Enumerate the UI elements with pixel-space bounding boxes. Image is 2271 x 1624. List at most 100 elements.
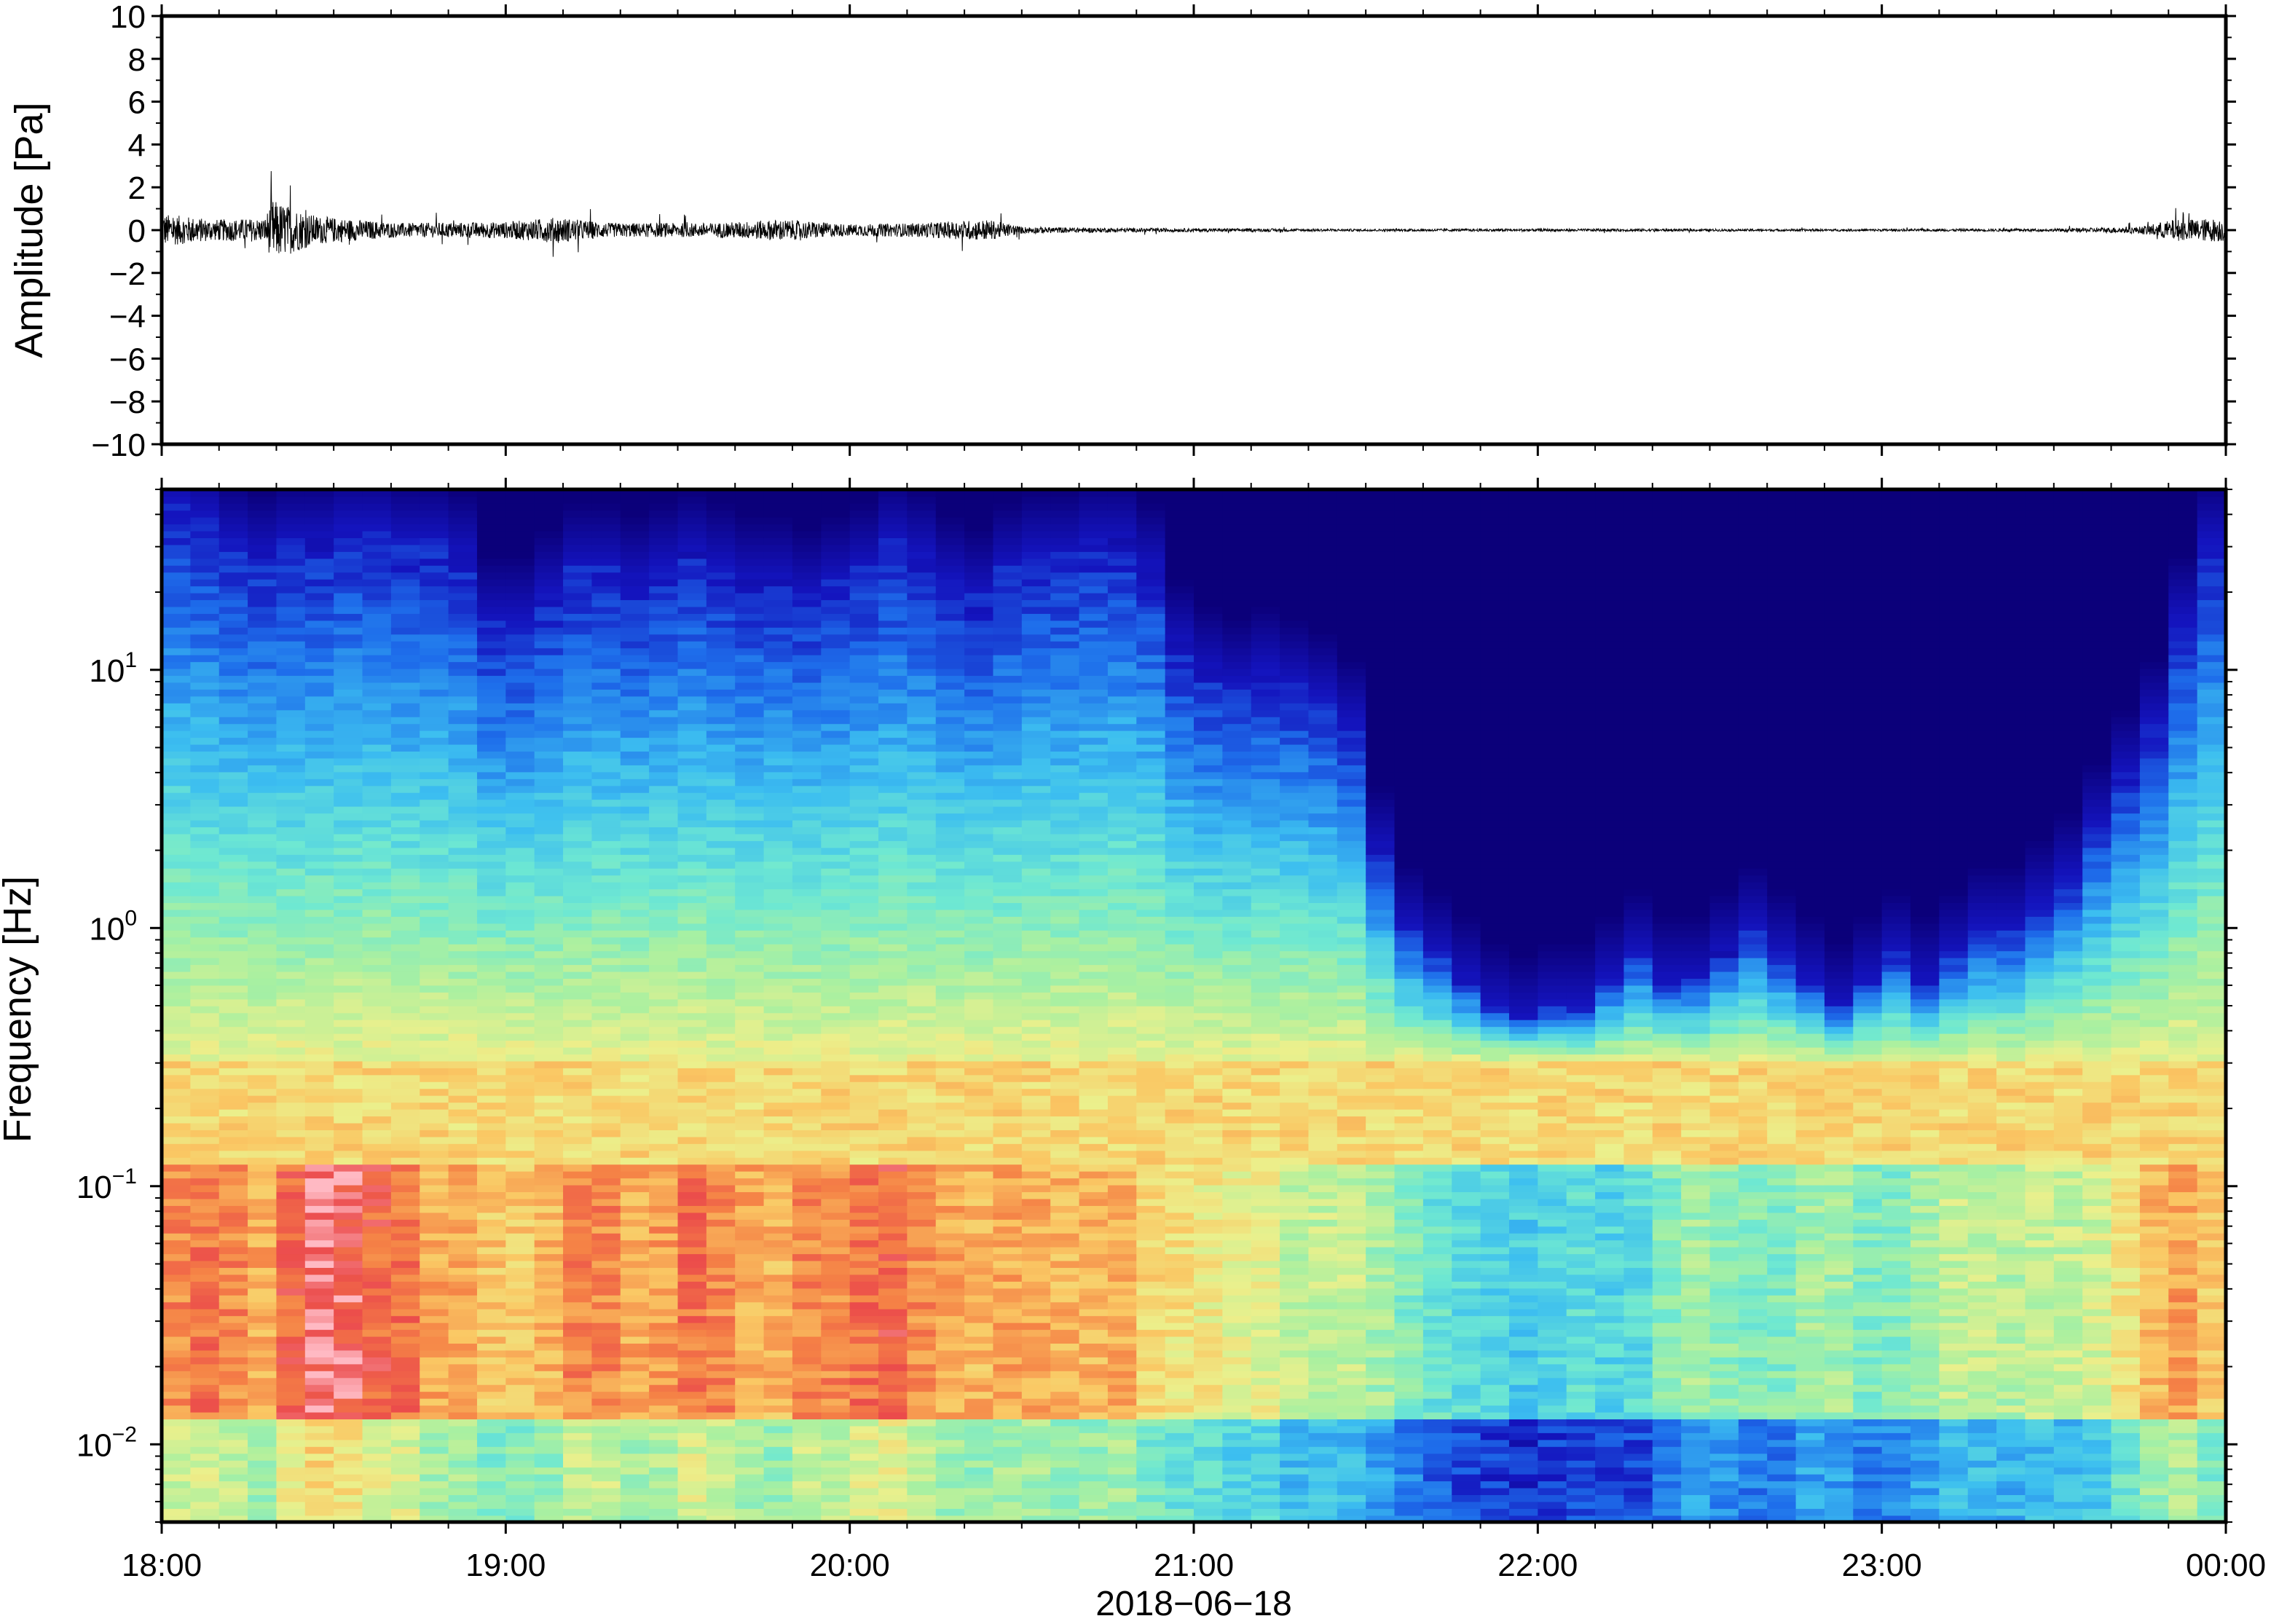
spectrogram-cell (219, 730, 248, 738)
spectrogram-cell (162, 613, 192, 621)
spectrogram-cell (563, 875, 593, 883)
spectrogram-cell (1021, 867, 1051, 876)
spectrogram-cell (821, 875, 851, 883)
spectrogram-cell (362, 765, 392, 773)
spectrogram-cell (677, 496, 707, 504)
spectrogram-cell (390, 1046, 421, 1055)
spectrogram-cell (706, 586, 736, 594)
spectrogram-cell (792, 1446, 822, 1454)
spectrogram-cell (649, 1336, 679, 1344)
spectrogram-cell (763, 1398, 793, 1406)
spectrogram-cell (219, 1494, 248, 1502)
spectrogram-cell (304, 819, 334, 828)
spectrogram-cell (362, 985, 392, 993)
spectrogram-cell (591, 689, 621, 697)
spectrogram-cell (563, 1006, 593, 1014)
spectrogram-cell (334, 779, 363, 787)
spectrogram-cell (362, 779, 392, 787)
spectrogram-cell (993, 1439, 1023, 1447)
spectrogram-cell (1050, 888, 1080, 896)
spectrogram-cell (276, 1212, 306, 1220)
spectrogram-cell (505, 1060, 535, 1068)
spectrogram-cell (563, 640, 593, 649)
spectrogram-cell (935, 661, 965, 669)
spectrogram-cell (362, 909, 392, 917)
spectrogram-cell (190, 695, 220, 703)
spectrogram-cell (706, 1040, 736, 1048)
spectrogram-cell (334, 888, 363, 896)
spectrogram-cell (505, 867, 535, 876)
spectrogram-cell (1021, 950, 1051, 958)
spectrogram-cell (792, 544, 822, 552)
spectrogram-cell (706, 1102, 736, 1110)
spectrogram-cell (276, 1095, 306, 1103)
spectrogram-cell (219, 723, 248, 731)
spectrogram-cell (162, 792, 192, 800)
spectrogram-cell (505, 1281, 535, 1289)
spectrogram-cell (821, 957, 851, 966)
spectrogram-cell (276, 813, 306, 821)
spectrogram-cell (1079, 1184, 1109, 1193)
spectrogram-cell (620, 847, 650, 855)
spectrogram-cell (706, 964, 736, 972)
spectrogram-cell (735, 661, 765, 669)
spectrogram-cell (362, 647, 392, 655)
spectrogram-cell (591, 854, 621, 862)
spectrogram-cell (677, 1281, 707, 1289)
spectrogram-cell (1021, 1191, 1051, 1199)
spectrogram-cell (993, 799, 1023, 807)
spectrogram-cell (476, 737, 507, 745)
spectrogram-cell (677, 909, 707, 917)
spectrogram-cell (763, 1501, 793, 1509)
spectrogram-cell (505, 1219, 535, 1227)
spectrogram-cell (907, 1343, 937, 1351)
spectrogram-cell (735, 888, 765, 896)
spectrogram-cell (964, 757, 994, 765)
spectrogram-cell (735, 1329, 765, 1337)
spectrogram-cell (620, 716, 650, 725)
spectrogram-cell (649, 909, 679, 917)
spectrogram-cell (162, 1405, 192, 1413)
spectrogram-cell (878, 1150, 908, 1158)
spectrogram-cell (591, 703, 621, 711)
spectrogram-cell (763, 1150, 793, 1158)
spectrogram-cell (649, 1019, 679, 1028)
spectrogram-cell (476, 530, 507, 538)
spectrogram-cell (248, 827, 278, 835)
spectrogram-cell (563, 1343, 593, 1351)
spectrogram-cell (563, 1315, 593, 1323)
spectrogram-cell (304, 1232, 334, 1241)
spectrogram-cell (276, 558, 306, 566)
spectrogram-cell (706, 1315, 736, 1323)
spectrogram-cell (190, 1074, 220, 1082)
spectrogram-cell (620, 1012, 650, 1020)
spectrogram-cell (1050, 502, 1080, 511)
spectrogram-cell (362, 1054, 392, 1062)
spectrogram-cell (878, 606, 908, 614)
spectrogram-cell (649, 1122, 679, 1130)
spectrogram-cell (1050, 1012, 1080, 1020)
spectrogram-cell (276, 564, 306, 573)
spectrogram-cell (993, 1281, 1023, 1289)
spectrogram-cell (821, 1501, 851, 1509)
spectrogram-cell (390, 1184, 421, 1193)
spectrogram-cell (448, 682, 478, 690)
spectrogram-cell (821, 1108, 851, 1117)
spectrogram-cell (334, 998, 363, 1006)
spectrogram-cell (935, 765, 965, 773)
spectrogram-cell (677, 1425, 707, 1433)
spectrogram-cell (620, 1363, 650, 1371)
spectrogram-cell (390, 1363, 421, 1371)
spectrogram-cell (649, 640, 679, 649)
spectrogram-cell (1021, 909, 1051, 917)
spectrogram-cell (792, 943, 822, 952)
spectrogram-cell (1050, 1226, 1080, 1234)
spectrogram-cell (276, 1122, 306, 1130)
spectrogram-cell (821, 592, 851, 601)
spectrogram-cell (620, 1081, 650, 1089)
spectrogram-cell (1050, 716, 1080, 725)
spectrogram-cell (162, 950, 192, 958)
spectrogram-cell (706, 1198, 736, 1206)
spectrogram-cell (276, 916, 306, 924)
spectrogram-cell (248, 1226, 278, 1234)
